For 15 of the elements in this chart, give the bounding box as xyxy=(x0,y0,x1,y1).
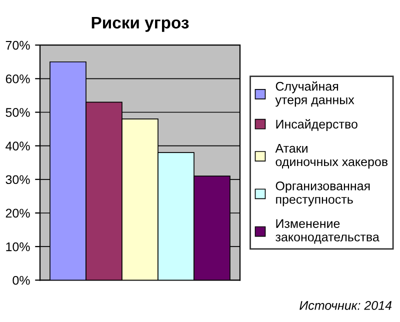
y-tick-label: 40% xyxy=(6,142,30,150)
chart-title: Риски угроз xyxy=(92,16,189,32)
legend-label: Инсайдерство xyxy=(276,119,358,132)
legend-label: Случайная утеря данных xyxy=(275,81,354,107)
y-tick-label: 10% xyxy=(6,242,30,252)
y-tick-label: 70% xyxy=(6,40,30,50)
text: Источник: 2014 xyxy=(300,301,392,310)
y-tick-label: 60% xyxy=(6,74,30,84)
y-tick-label: 50% xyxy=(6,108,30,117)
legend-label: Изменение законодательства xyxy=(276,219,380,244)
y-tick-label: 0% xyxy=(12,276,30,285)
y-tick-label: 20% xyxy=(6,208,30,218)
legend-label: Атаки одиночных хакеров xyxy=(275,144,388,169)
legend-label: Организованная преступность xyxy=(276,181,370,206)
y-tick-label: 30% xyxy=(6,175,30,184)
